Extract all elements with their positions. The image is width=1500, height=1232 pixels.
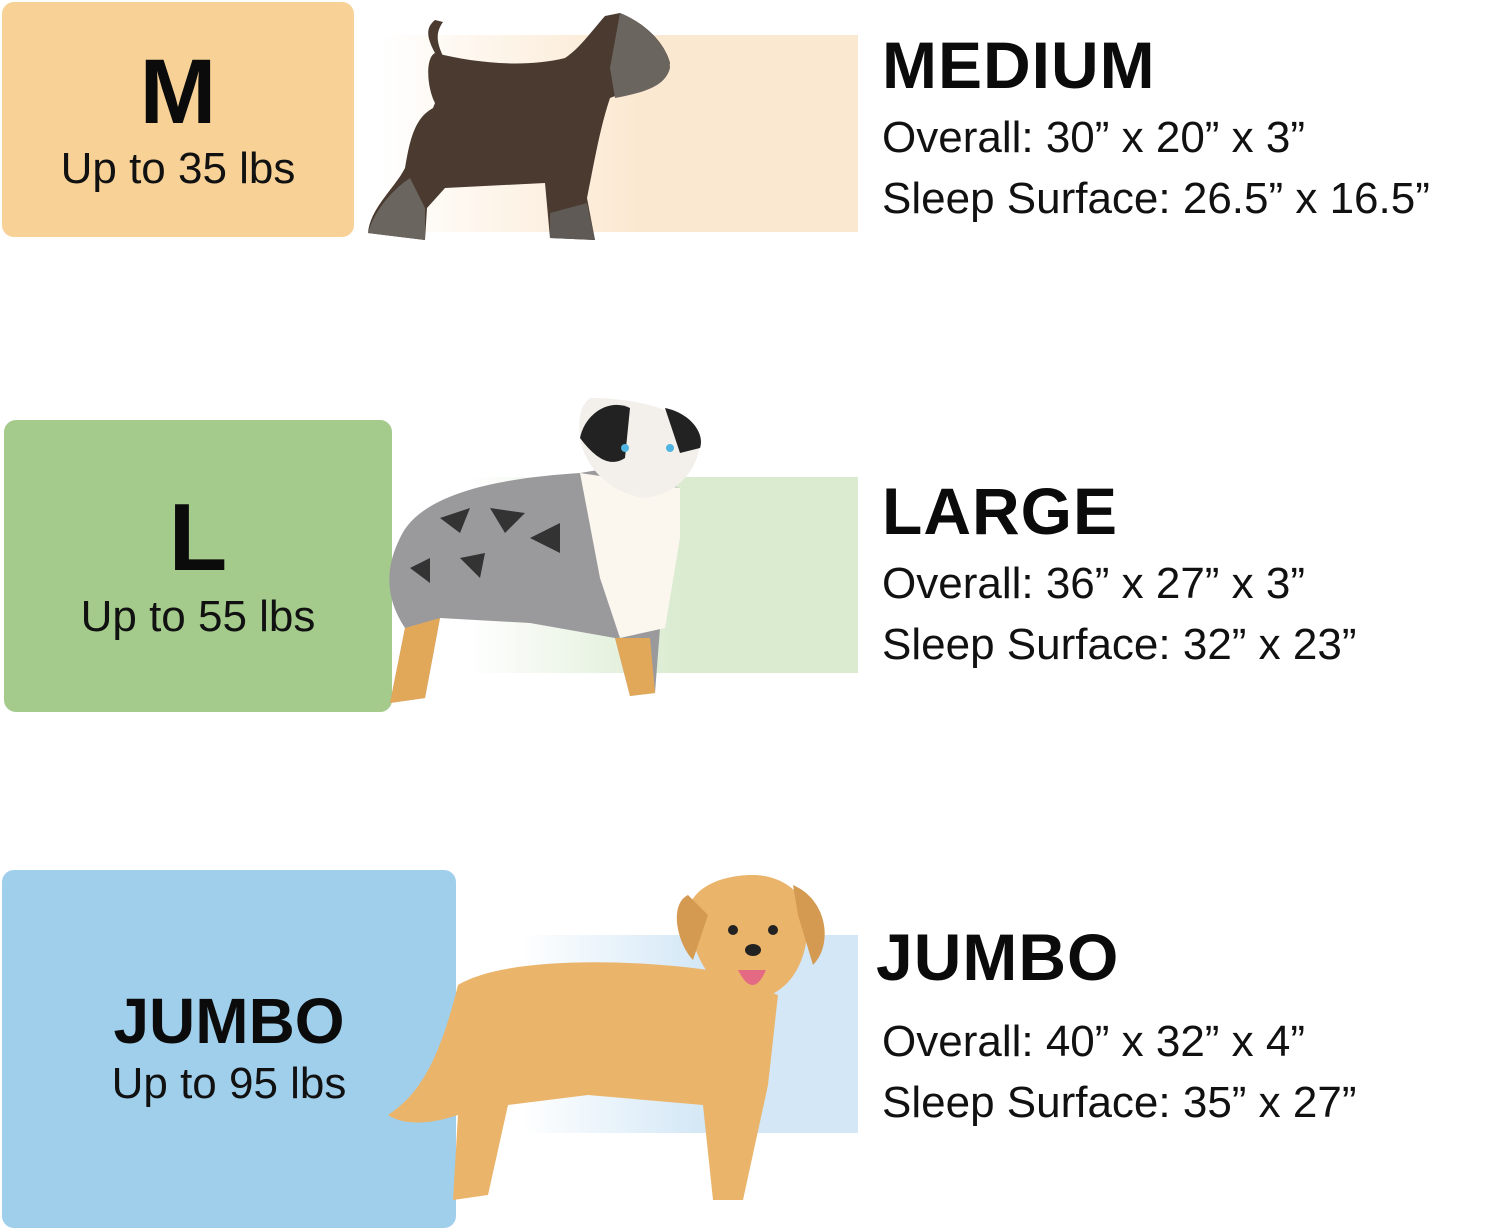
overall-dimensions: Overall: 36” x 27” x 3” [882,559,1306,608]
size-letter: M [139,40,217,143]
size-letter: JUMBO [113,985,345,1057]
sleep-surface-dimensions: Sleep Surface: 26.5” x 16.5” [882,173,1430,223]
weight-limit: Up to 55 lbs [80,592,316,641]
overall-dimensions: Overall: 30” x 20” x 3” [882,113,1306,162]
overall-dimensions: Overall: 40” x 32” x 4” [882,1017,1306,1066]
size-title: MEDIUM [882,28,1156,102]
jumbo-specs: JUMBO Overall: 40” x 32” x 4” Sleep Surf… [876,924,1356,1133]
medium-specs: MEDIUM Overall: 30” x 20” x 3” Sleep Sur… [882,32,1430,229]
sleep-surface-dimensions: Sleep Surface: 32” x 23” [882,619,1357,669]
size-title: LARGE [882,474,1118,548]
weight-limit: Up to 35 lbs [60,143,296,193]
weight-limit: Up to 95 lbs [111,1059,347,1108]
size-title: JUMBO [876,920,1120,994]
large-size-badge: L Up to 55 lbs [4,420,392,712]
size-letter: L [168,484,228,591]
medium-size-badge: M Up to 35 lbs [2,2,354,237]
jumbo-size-badge: JUMBO Up to 95 lbs [2,870,456,1228]
schnauzer-dog-icon [368,13,670,240]
golden-retriever-dog-icon [388,875,825,1200]
sleep-surface-dimensions: Sleep Surface: 35” x 27” [882,1077,1357,1127]
australian-shepherd-dog-icon [389,398,701,703]
large-specs: LARGE Overall: 36” x 27” x 3” Sleep Surf… [882,478,1356,675]
